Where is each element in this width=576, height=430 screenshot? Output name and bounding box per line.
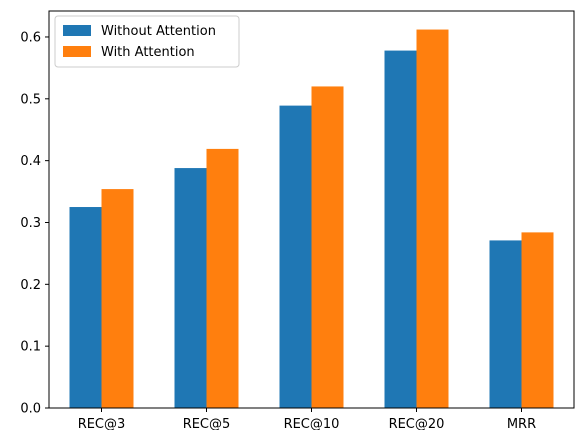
legend-label-without-attention: Without Attention [101, 24, 216, 39]
x-tick-label: REC@10 [284, 417, 340, 430]
bar-with-attention-rec-at-10 [311, 86, 344, 408]
x-axis: REC@3 REC@5 REC@10 REC@20 MRR [78, 408, 536, 430]
plot-frame [48, 10, 575, 409]
y-tick-label: 0.3 [20, 216, 41, 231]
legend-box [54, 15, 240, 68]
y-tick-label: 0.0 [20, 402, 41, 417]
legend: Without Attention With Attention [54, 15, 240, 68]
bar-without-attention-rec-at-20 [384, 50, 417, 408]
legend-label-with-attention: With Attention [101, 45, 195, 60]
bar-without-attention-rec-at-5 [174, 168, 207, 408]
y-axis: 0.0 0.1 0.2 0.3 0.4 0.5 0.6 [20, 30, 49, 417]
x-tick-label: REC@3 [78, 417, 126, 430]
y-tick-label: 0.6 [20, 30, 41, 45]
bar-without-attention-rec-at-10 [279, 105, 312, 408]
bar-without-attention-mrr [489, 240, 522, 408]
y-tick-label: 0.2 [20, 278, 41, 293]
bar-without-attention-rec-at-3 [69, 207, 102, 408]
bars [69, 29, 554, 409]
y-tick-label: 0.4 [20, 154, 41, 169]
legend-swatch-without-attention [63, 25, 91, 36]
x-tick-label: REC@20 [389, 417, 445, 430]
bar-with-attention-rec-at-20 [416, 29, 449, 409]
x-tick-label: MRR [507, 417, 536, 430]
bar-with-attention-rec-at-3 [101, 189, 134, 408]
plot-border [48, 10, 575, 409]
bar-with-attention-mrr [521, 232, 554, 408]
y-tick-label: 0.5 [20, 92, 41, 107]
legend-swatch-with-attention [63, 46, 91, 57]
bar-with-attention-rec-at-5 [206, 148, 239, 409]
x-tick-label: REC@5 [183, 417, 231, 430]
y-tick-label: 0.1 [20, 340, 41, 355]
